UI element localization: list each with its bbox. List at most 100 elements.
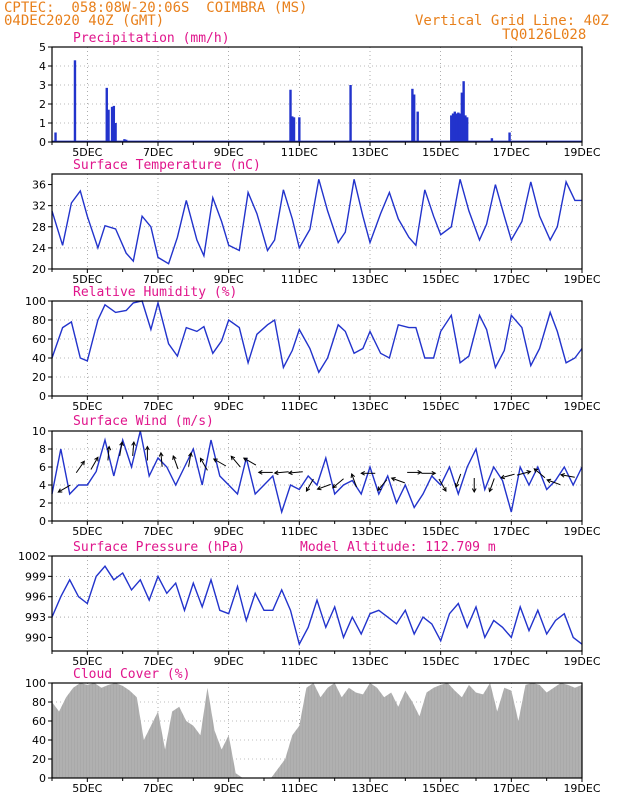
x-tick-label: 13DEC [351,525,388,538]
x-tick-label: 5DEC [72,273,102,286]
wind-arrow-shaft [58,484,71,493]
wind-arrow-head [559,473,565,478]
y-tick-label: 2 [39,98,46,111]
wind-arrow [316,483,331,491]
wind-arrow [242,457,257,466]
x-tick-label: 9DEC [214,655,244,668]
wind-arrow [145,445,150,461]
wind-arrow-head [199,457,205,463]
wind-arrow [287,470,303,476]
x-tick-label: 11DEC [281,655,318,668]
panel-title: Relative Humidity (%) [73,285,237,300]
y-tick-label: 20 [32,753,46,766]
wind-arrow [332,478,344,489]
wind-arrow [500,473,515,480]
x-tick-label: 15DEC [422,273,459,286]
precip-bar [455,113,458,142]
x-tick-label: 15DEC [422,655,459,668]
precip-bar [490,138,494,142]
precip-bar [291,116,294,142]
panel-title: Surface Temperature (nC) [73,158,261,173]
wind-arrow [421,470,437,476]
wind-arrow-head [273,470,279,476]
x-tick-label: 11DEC [281,273,318,286]
wind-arrow-head [332,483,337,489]
wind-arrow-shaft [317,483,331,490]
series-line [51,179,582,265]
y-tick-label: 6 [39,461,46,474]
y-tick-label: 20 [32,263,46,276]
precip-bar [412,94,416,142]
x-tick-label: 15DEC [422,146,459,159]
chart-panel-4: Surface Wind (m/s) 0 2 4 6 8 10 5DEC 7DEC 9DEC 11D… [32,414,601,538]
y-tick-label: 993 [25,611,46,624]
wind-arrow-shaft [243,457,257,466]
chart-panel-3: Relative Humidity (%) 0 20 40 60 80 100 5DEC 7DE… [25,285,601,413]
wind-arrow-shaft [438,478,447,492]
x-tick-label: 5DEC [72,400,102,413]
wind-arrow-shaft [332,478,344,489]
precip-bar [349,85,352,142]
x-tick-label: 17DEC [493,146,530,159]
wind-arrow-shaft [200,457,208,471]
y-tick-label: 40 [32,734,46,747]
wind-arrow [438,478,447,492]
wind-arrow-shaft [516,471,531,476]
x-tick-label: 17DEC [493,400,530,413]
wind-arrow [119,441,124,456]
wind-arrow-head [488,487,493,493]
y-tick-label: 3 [39,79,46,92]
wind-arrow-head [500,474,506,480]
series-line [51,300,583,374]
wind-arrow-shaft [288,471,303,474]
precip-bar [114,123,117,142]
wind-arrow [533,468,546,479]
wind-arrow-head [188,451,193,457]
x-tick-label: 9DEC [214,400,244,413]
y-tick-label: 0 [39,390,46,403]
wind-arrow [172,454,179,470]
wind-arrow-shaft [188,452,192,467]
x-tick-label: 9DEC [214,782,244,795]
wind-arrow-shaft [160,452,163,467]
precip-bar [107,109,110,142]
wind-arrow [305,478,314,492]
y-tick-label: 996 [25,591,46,604]
precip-bar [450,115,453,142]
wind-arrow-shaft [230,455,241,468]
wind-arrow-head [442,487,447,492]
header-location: CPTEC: 058:08W-20:06S COIMBRA (MS) [4,0,308,16]
x-tick-label: 5DEC [72,782,102,795]
chart-panel-5: Surface Pressure (hPa) Model Altitude: 11… [18,540,601,668]
wind-arrow-head [390,477,396,482]
y-tick-label: 2 [39,497,46,510]
y-tick-label: 60 [32,715,46,728]
wind-arrow-shaft [391,477,406,484]
precip-bar [105,87,108,142]
wind-arrow-shaft [75,460,85,474]
wind-arrow [230,455,241,468]
y-tick-label: 8 [39,443,46,456]
wind-arrow-head [316,485,322,491]
wind-arrow-shaft [455,473,462,488]
y-tick-label: 80 [32,314,46,327]
wind-arrow-head [212,458,218,463]
precip-bar [123,139,126,142]
wind-arrow-head [131,440,136,446]
x-tick-label: 17DEC [493,782,530,795]
precip-bar [451,113,455,142]
wind-arrow-head [242,457,248,462]
y-tick-label: 1002 [18,550,46,563]
precip-bar [508,132,511,142]
y-tick-label: 36 [32,179,46,192]
wind-arrow-shaft [274,471,289,474]
x-tick-label: 9DEC [214,525,244,538]
panel-frame [51,682,583,779]
y-tick-label: 990 [25,631,46,644]
x-tick-label: 7DEC [143,525,173,538]
y-tick-label: 999 [25,570,46,583]
wind-arrow-head [80,460,85,466]
x-tick-label: 5DEC [72,655,102,668]
wind-arrow-head [145,445,150,451]
x-tick-label: 13DEC [351,146,388,159]
